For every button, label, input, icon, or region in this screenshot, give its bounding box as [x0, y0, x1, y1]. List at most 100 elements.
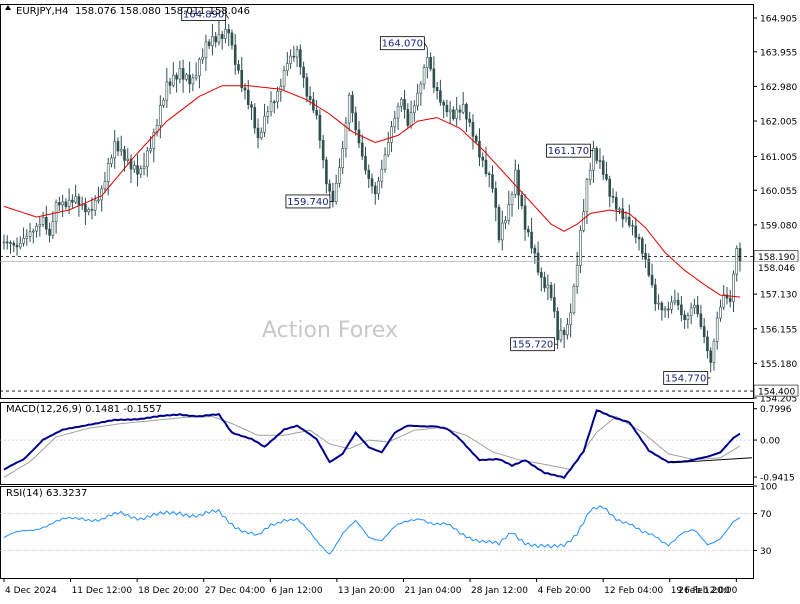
- candle-body: [119, 149, 123, 152]
- candle-body: [660, 302, 664, 311]
- candle-body: [598, 160, 602, 162]
- candle-body: [2, 241, 6, 244]
- candle-body: [715, 317, 719, 342]
- candle-body: [435, 87, 439, 92]
- candle-body: [403, 99, 406, 110]
- candle-body: [719, 306, 722, 319]
- level-label-box: [753, 250, 799, 262]
- annotation-leader: [225, 13, 230, 19]
- annotation-label: 155.720: [512, 340, 553, 351]
- candle-body: [93, 199, 97, 211]
- candle-body: [712, 341, 716, 363]
- panel-frame-1: [0, 402, 754, 485]
- candle-body: [87, 209, 90, 213]
- candle-body: [273, 101, 276, 104]
- candle-body: [732, 273, 735, 302]
- candle-body: [641, 238, 644, 254]
- candle-body: [386, 142, 390, 156]
- candle-body: [123, 149, 126, 161]
- candle-body: [191, 77, 195, 85]
- annotation-layer: 164.890 159.740 164.070 155.720 161.170 154.7…: [181, 7, 711, 385]
- annotation-label: 161.170: [548, 146, 589, 157]
- candle-body: [722, 294, 726, 308]
- candle-body: [572, 285, 576, 314]
- price-tick-label: 161.005: [760, 153, 797, 163]
- candle-body: [637, 236, 641, 240]
- candle-body: [103, 181, 107, 190]
- candle-body: [702, 326, 706, 338]
- annotation-label: 164.890: [183, 10, 224, 21]
- candle-body: [165, 81, 169, 101]
- rsi-tick-label: 30: [760, 547, 772, 557]
- candle-body: [25, 236, 29, 239]
- candle-body: [308, 95, 312, 100]
- candle-body: [445, 104, 449, 113]
- macd-trendline: [671, 457, 753, 464]
- candle-body: [142, 166, 146, 170]
- candle-body: [357, 129, 361, 144]
- candle-body: [289, 55, 292, 64]
- candle-body: [634, 225, 638, 238]
- annotation-box: [379, 36, 425, 51]
- candle-body: [266, 111, 270, 117]
- candle-body: [233, 44, 237, 65]
- time-tick-label: 4 Feb 20:00: [538, 586, 592, 596]
- candle-body: [458, 109, 462, 113]
- time-tick-label: 27 Dec 04:00: [205, 586, 266, 596]
- candle-body: [152, 132, 156, 149]
- candle-body: [325, 159, 328, 185]
- candle-body: [663, 308, 667, 311]
- macd-title: MACD(12,26,9) 0.1481 -0.1557: [6, 404, 162, 415]
- candle-body: [227, 29, 231, 34]
- time-tick-label: 21 Jan 04:00: [404, 586, 461, 596]
- candle-body: [673, 299, 677, 303]
- candle-body: [230, 32, 234, 46]
- macd-layer: [0, 409, 753, 480]
- candle-body: [286, 63, 289, 72]
- candle-body: [383, 154, 387, 170]
- candle-body: [517, 169, 520, 196]
- candle-body: [540, 271, 543, 278]
- candle-body: [468, 118, 471, 123]
- candle-body: [328, 183, 331, 192]
- candle-body: [136, 165, 139, 175]
- candle-body: [276, 91, 279, 103]
- time-tick-label: 12 Feb 04:00: [604, 586, 663, 596]
- collapse-arrow-icon[interactable]: [5, 5, 11, 10]
- candle-body: [45, 216, 48, 230]
- macd-tick-label: -0.9415: [760, 473, 795, 483]
- candle-body: [28, 231, 32, 237]
- candle-body: [41, 216, 45, 225]
- candle-body: [5, 241, 9, 244]
- candle-body: [84, 203, 87, 213]
- current-price-box: [754, 261, 798, 273]
- candle-body: [185, 74, 188, 80]
- candle-body: [253, 107, 257, 129]
- macd-tick-label: 0.7996: [760, 405, 792, 415]
- annotation-label: 154.770: [665, 373, 706, 384]
- candle-body: [439, 90, 442, 103]
- annotation-box: [546, 143, 591, 158]
- candle-body: [321, 140, 325, 161]
- candle-body: [556, 311, 559, 341]
- candle-body: [305, 77, 309, 97]
- candle-body: [527, 229, 530, 233]
- candle-body: [699, 313, 703, 327]
- candle-body: [667, 308, 670, 311]
- candle-body: [709, 350, 712, 363]
- candle-body: [373, 185, 377, 195]
- candle-body: [175, 74, 178, 80]
- price-tick-label: 154.205: [760, 395, 797, 405]
- candle-body: [181, 68, 185, 80]
- candle-body: [471, 122, 475, 137]
- candle-body: [204, 41, 208, 58]
- rsi-title: RSI(14) 63.3237: [6, 488, 87, 499]
- candle-body: [220, 34, 224, 39]
- candle-body: [194, 75, 198, 79]
- candle-body: [129, 158, 133, 170]
- candle-body: [207, 41, 211, 46]
- candle-body: [240, 69, 244, 89]
- candle-body: [686, 315, 690, 320]
- candle-body: [553, 297, 556, 312]
- candle-body: [693, 304, 696, 309]
